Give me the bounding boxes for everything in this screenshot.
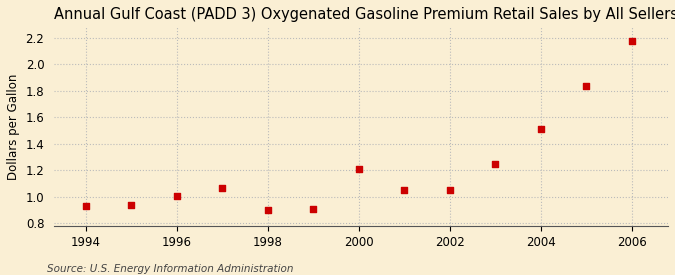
Point — [126, 203, 137, 207]
Point — [580, 83, 591, 88]
Text: Annual Gulf Coast (PADD 3) Oxygenated Gasoline Premium Retail Sales by All Selle: Annual Gulf Coast (PADD 3) Oxygenated Ga… — [54, 7, 675, 22]
Point — [626, 38, 637, 43]
Point — [353, 167, 364, 171]
Point — [80, 204, 91, 208]
Point — [308, 207, 319, 211]
Point — [535, 127, 546, 131]
Point — [399, 188, 410, 192]
Y-axis label: Dollars per Gallon: Dollars per Gallon — [7, 73, 20, 180]
Point — [263, 208, 273, 212]
Text: Source: U.S. Energy Information Administration: Source: U.S. Energy Information Administ… — [47, 264, 294, 274]
Point — [490, 162, 501, 166]
Point — [171, 193, 182, 198]
Point — [217, 185, 227, 190]
Point — [444, 188, 455, 192]
